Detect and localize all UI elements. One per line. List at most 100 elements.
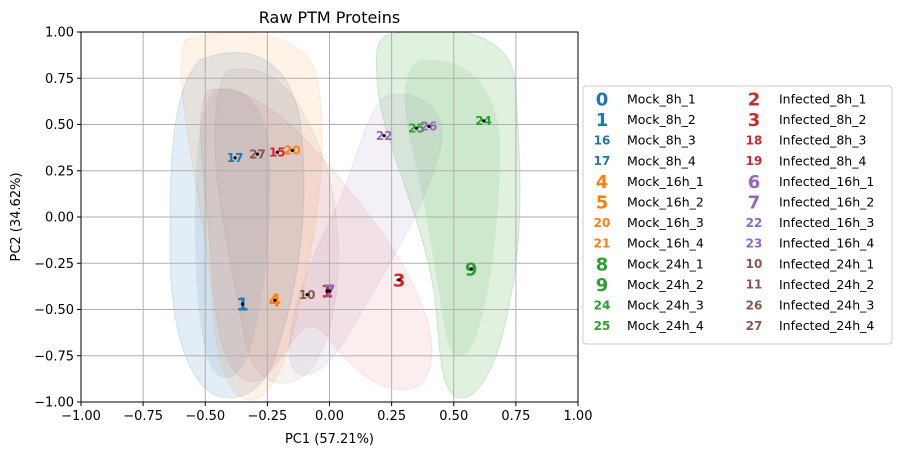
y-tick-label: 0.25 xyxy=(45,164,74,179)
legend-marker: 17 xyxy=(594,154,611,168)
y-axis-label: PC2 (34.62%) xyxy=(9,172,24,261)
legend-label: Mock_8h_4 xyxy=(627,153,696,168)
data-point: 15 xyxy=(269,146,286,160)
legend-item: 16 Mock_8h_3 xyxy=(594,133,696,148)
density-cloud-purple xyxy=(288,93,443,376)
legend-item: 9 Mock_24h_2 xyxy=(596,275,704,296)
legend-marker: 25 xyxy=(594,319,611,333)
legend-frame xyxy=(582,85,893,345)
data-point: 24 xyxy=(475,114,492,128)
legend-marker: 5 xyxy=(596,192,609,213)
data-points: 117420271510173222526249 xyxy=(227,114,492,315)
data-point-dot xyxy=(469,267,473,271)
legend-marker: 0 xyxy=(596,89,609,110)
legend-item: 8 Mock_24h_1 xyxy=(596,254,704,275)
data-point: 7 xyxy=(323,281,336,302)
legend-marker: 16 xyxy=(594,134,611,148)
legend-item: 26 Infected_24h_3 xyxy=(746,298,875,313)
density-cloud-blue-inner xyxy=(195,88,271,379)
data-point-dot xyxy=(275,150,279,154)
legend-item: 21 Mock_16h_4 xyxy=(594,236,704,251)
legend-label: Infected_16h_3 xyxy=(779,215,874,230)
density-cloud-blue xyxy=(169,52,305,399)
data-point: 4 xyxy=(269,291,282,312)
legend-item: 1 Mock_8h_2 xyxy=(596,110,696,131)
data-point: 17 xyxy=(227,151,244,165)
data-point: 1 xyxy=(236,294,249,315)
density-clouds xyxy=(169,32,521,401)
y-tick-label: −0.50 xyxy=(34,303,74,318)
legend-item: 24 Mock_24h_3 xyxy=(594,298,704,313)
legend-item: 5 Mock_16h_2 xyxy=(596,192,704,213)
legend-label: Mock_24h_4 xyxy=(627,318,704,333)
y-tick-label: 0.00 xyxy=(45,211,74,226)
data-point-dot xyxy=(233,156,237,160)
legend-marker: 23 xyxy=(746,237,763,251)
data-point-dot xyxy=(255,152,260,156)
legend-marker: 27 xyxy=(746,319,763,333)
legend-item: 4 Mock_16h_1 xyxy=(596,172,704,193)
legend-item: 2 Infected_8h_1 xyxy=(748,89,867,110)
legend-marker: 4 xyxy=(596,172,609,193)
legend-label: Mock_8h_2 xyxy=(627,112,696,127)
legend-label: Infected_16h_1 xyxy=(779,174,874,189)
legend-label: Infected_24h_2 xyxy=(779,277,874,292)
legend-marker: 7 xyxy=(748,192,761,213)
data-point: 20 xyxy=(284,144,301,158)
legend-item: 11 Infected_24h_2 xyxy=(746,277,875,292)
legend-label: Infected_8h_3 xyxy=(779,133,866,148)
density-cloud-red xyxy=(200,88,433,391)
data-point-dot xyxy=(481,119,486,123)
legend-item: 10 Infected_24h_1 xyxy=(746,256,875,271)
x-tick-label: −1.00 xyxy=(61,409,101,424)
x-tick-label: 0.50 xyxy=(439,409,468,424)
data-point-dot xyxy=(305,293,309,297)
legend-label: Mock_16h_1 xyxy=(627,174,704,189)
data-point-dot xyxy=(325,289,329,293)
data-point-dot xyxy=(397,278,401,282)
legend-marker: 20 xyxy=(594,216,611,230)
data-point: 1 xyxy=(321,281,334,302)
data-point: 25 xyxy=(408,122,425,136)
legend-item: 23 Infected_16h_4 xyxy=(746,236,875,251)
legend-marker: 18 xyxy=(746,134,763,148)
legend-item: 18 Infected_8h_3 xyxy=(746,133,867,148)
legend-label: Infected_8h_1 xyxy=(779,92,866,107)
data-point: 9 xyxy=(465,259,478,280)
legend-item: 6 Infected_16h_1 xyxy=(748,172,875,193)
y-tick-label: −0.75 xyxy=(34,349,74,364)
x-tick-label: 0.25 xyxy=(377,409,406,424)
legend-item: 7 Infected_16h_2 xyxy=(748,192,875,213)
data-point-dot xyxy=(273,298,277,302)
legend-item: 17 Mock_8h_4 xyxy=(594,153,696,168)
data-point: 22 xyxy=(376,129,393,143)
legend-marker: 19 xyxy=(746,154,763,168)
data-point: 3 xyxy=(393,270,406,291)
legend-label: Infected_8h_2 xyxy=(779,112,866,127)
legend-item: 27 Infected_24h_4 xyxy=(746,318,875,333)
legend-label: Infected_24h_4 xyxy=(779,318,874,333)
y-tick-label: 0.75 xyxy=(45,72,74,87)
legend-marker: 9 xyxy=(596,275,609,296)
y-tick-label: −0.25 xyxy=(34,257,74,272)
legend-label: Infected_16h_2 xyxy=(779,195,874,210)
y-tick-label: −1.00 xyxy=(34,396,74,411)
legend-marker: 6 xyxy=(748,172,761,193)
legend-marker: 22 xyxy=(746,216,763,230)
legend-item: 3 Infected_8h_2 xyxy=(748,110,867,131)
y-tick-label: 1.00 xyxy=(45,26,74,41)
legend-label: Mock_24h_2 xyxy=(627,277,704,292)
x-tick-label: −0.75 xyxy=(123,409,163,424)
data-point-dot xyxy=(427,124,431,128)
chart-title: Raw PTM Proteins xyxy=(259,8,400,27)
legend-label: Mock_8h_1 xyxy=(627,92,696,107)
legend-label: Infected_8h_4 xyxy=(779,153,866,168)
legend-marker: 24 xyxy=(594,298,611,312)
legend-label: Mock_8h_3 xyxy=(627,133,696,148)
x-axis-label: PC1 (57.21%) xyxy=(285,432,374,447)
legend-marker: 11 xyxy=(746,278,763,292)
legend: 0 Mock_8h_1 1 Mock_8h_2 16 Mock_8h_3 17 Mock_8h… xyxy=(582,85,893,345)
legend-item: 20 Mock_16h_3 xyxy=(594,215,704,230)
data-point: 27 xyxy=(249,147,266,161)
